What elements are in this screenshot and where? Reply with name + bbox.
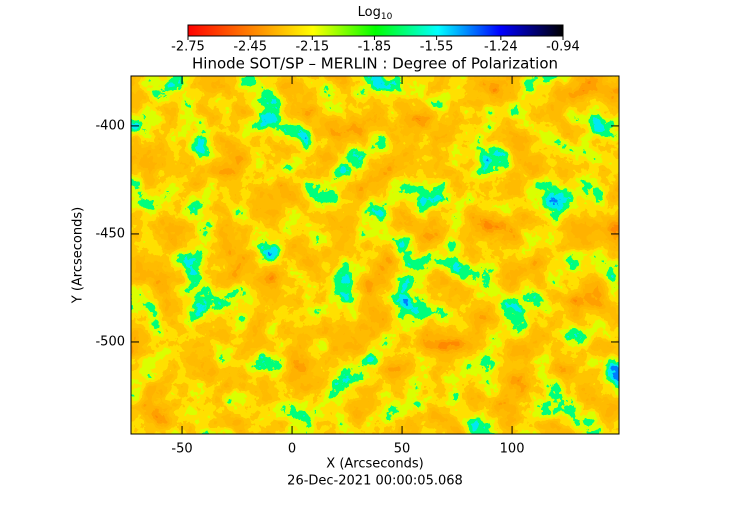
y-tick-label: -500 — [95, 334, 125, 349]
y-tick-label: -400 — [95, 118, 125, 133]
y-axis-label: Y (Arcseconds) — [71, 207, 86, 304]
y-tick-label: -450 — [95, 226, 125, 241]
chart-title: Hinode SOT/SP – MERLIN : Degree of Polar… — [192, 55, 558, 73]
x-axis-label: X (Arcseconds) — [326, 457, 423, 472]
colorbar-tick-label: -1.85 — [358, 40, 392, 55]
colorbar-tick-label: -2.15 — [295, 40, 329, 55]
colorbar-tick-label: -2.45 — [233, 40, 267, 55]
colorbar-label: Log10 — [358, 5, 393, 22]
colorbar-label-sub: 10 — [381, 12, 393, 22]
colorbar-tick-label: -1.24 — [484, 40, 518, 55]
x-tick-label: 0 — [288, 442, 296, 457]
colorbar-tick-label: -0.94 — [546, 40, 580, 55]
colorbar-tick-label: -1.55 — [420, 40, 454, 55]
x-tick-label: 50 — [394, 442, 411, 457]
colorbar-tick-label: -2.75 — [171, 40, 205, 55]
colorbar-label-main: Log — [358, 5, 381, 20]
footer: 26-Dec-2021 00:00:05.068 — [287, 474, 463, 489]
heatmap-image — [131, 76, 619, 434]
colorbar — [187, 24, 564, 37]
x-tick-label: 100 — [500, 442, 525, 457]
plot-frame — [130, 75, 620, 435]
x-tick-label: -50 — [171, 442, 192, 457]
